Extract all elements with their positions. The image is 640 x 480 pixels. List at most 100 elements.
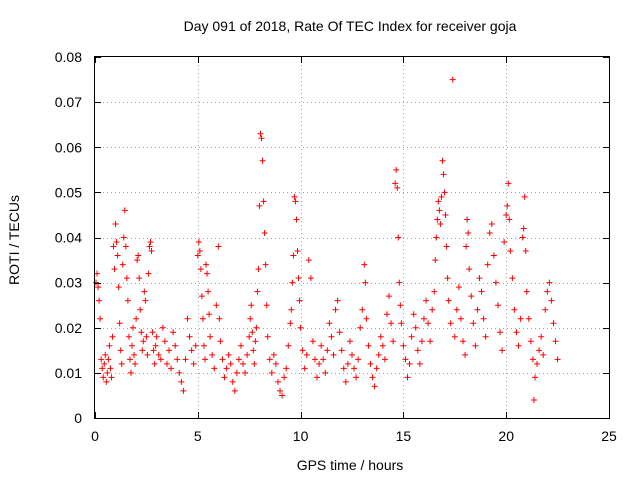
data-point xyxy=(250,347,257,354)
data-point xyxy=(536,347,543,354)
data-point xyxy=(294,248,301,255)
data-point xyxy=(223,365,230,372)
data-point xyxy=(196,248,203,255)
data-point xyxy=(447,320,454,327)
data-point xyxy=(468,293,475,300)
data-point xyxy=(363,315,370,322)
data-point xyxy=(142,297,149,304)
data-point xyxy=(103,378,110,385)
data-point xyxy=(336,329,343,336)
data-point xyxy=(460,338,467,345)
data-point xyxy=(153,333,160,340)
x-tick-label: 0 xyxy=(91,428,99,444)
data-point xyxy=(288,306,295,313)
data-point xyxy=(200,342,207,349)
data-point xyxy=(201,356,208,363)
data-point xyxy=(420,315,427,322)
data-point xyxy=(95,284,102,291)
data-point xyxy=(227,360,234,367)
data-point xyxy=(263,302,270,309)
data-point xyxy=(552,338,559,345)
data-point xyxy=(151,360,158,367)
data-point xyxy=(136,275,143,282)
data-point xyxy=(488,220,495,227)
data-point xyxy=(131,351,138,358)
data-point xyxy=(431,288,438,295)
data-point xyxy=(283,365,290,372)
data-point xyxy=(205,288,212,295)
data-point xyxy=(554,356,561,363)
data-point xyxy=(396,279,403,286)
data-point xyxy=(295,275,302,282)
data-point xyxy=(176,369,183,376)
data-point xyxy=(540,351,547,358)
data-point xyxy=(192,342,199,349)
data-point xyxy=(287,320,294,327)
data-point xyxy=(233,369,240,376)
data-point xyxy=(440,171,447,178)
data-point xyxy=(145,270,152,277)
data-point xyxy=(365,342,372,349)
data-point xyxy=(188,347,195,354)
data-point xyxy=(434,216,441,223)
data-point xyxy=(550,320,557,327)
data-point xyxy=(134,257,141,264)
data-point xyxy=(240,360,247,367)
data-point xyxy=(296,297,303,304)
data-point xyxy=(359,306,366,313)
data-point xyxy=(465,229,472,236)
data-point xyxy=(127,369,134,376)
data-point xyxy=(104,369,111,376)
data-point xyxy=(97,315,104,322)
data-point xyxy=(130,324,137,331)
data-point xyxy=(542,306,549,313)
data-point xyxy=(509,275,516,282)
data-point xyxy=(531,374,538,381)
data-point xyxy=(480,315,487,322)
data-point xyxy=(272,360,279,367)
plot-frame xyxy=(94,56,610,419)
data-point xyxy=(392,180,399,187)
data-point xyxy=(219,356,226,363)
data-point xyxy=(118,360,125,367)
data-point xyxy=(486,229,493,236)
data-point xyxy=(213,302,220,309)
y-tick-label: 0.06 xyxy=(55,139,82,155)
data-point xyxy=(94,270,101,277)
data-point xyxy=(113,239,120,246)
data-point xyxy=(143,333,150,340)
data-point xyxy=(155,351,162,358)
data-point xyxy=(159,324,166,331)
data-point xyxy=(406,360,413,367)
data-point xyxy=(505,180,512,187)
data-point xyxy=(513,329,520,336)
data-point xyxy=(96,297,103,304)
y-tick-label: 0.01 xyxy=(55,365,82,381)
data-point xyxy=(102,351,109,358)
data-point xyxy=(464,216,471,223)
y-tick-label: 0.05 xyxy=(55,184,82,200)
data-point xyxy=(527,338,534,345)
data-point xyxy=(132,360,139,367)
data-point xyxy=(443,243,450,250)
data-point xyxy=(478,288,485,295)
data-point xyxy=(197,266,204,273)
data-point xyxy=(377,333,384,340)
data-point xyxy=(291,193,298,200)
data-point xyxy=(314,374,321,381)
data-point xyxy=(199,315,206,322)
data-point xyxy=(260,198,267,205)
data-point xyxy=(119,261,126,268)
data-point xyxy=(209,351,216,358)
data-point xyxy=(326,320,333,327)
data-point xyxy=(441,189,448,196)
data-point xyxy=(149,329,156,336)
data-point xyxy=(388,320,395,327)
data-point xyxy=(371,383,378,390)
data-point xyxy=(408,333,415,340)
data-point xyxy=(457,315,464,322)
data-point xyxy=(346,338,353,345)
data-point xyxy=(194,252,201,259)
data-point xyxy=(534,360,541,367)
data-point xyxy=(398,320,405,327)
